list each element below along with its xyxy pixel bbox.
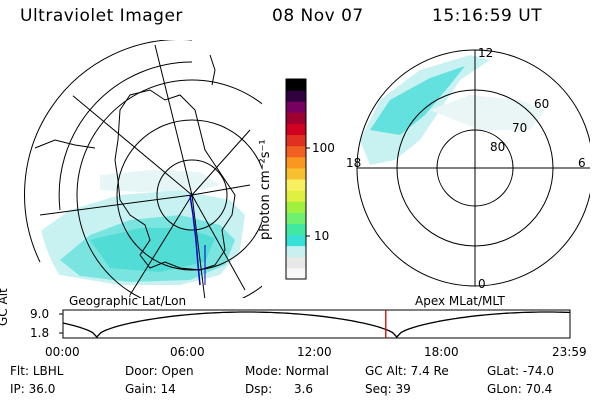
time-label: 15:16:59 UT [432,6,543,26]
altitude-curve [62,311,571,338]
orbit-xtick-0: 00:00 [45,345,80,359]
orbit-plot [59,309,571,339]
colorbar-cell [286,101,306,113]
apex-map-label: Apex MLat/MLT [415,294,505,308]
spacecraft-track [189,194,201,286]
info-filter: Flt: LBHL [10,364,64,378]
apex-aurora-band [360,55,545,165]
colorbar-cell [286,212,306,224]
orbit-ytick-9: 9.0 [30,307,50,321]
colorbar-cell [286,167,306,180]
colorbar-cell [286,179,306,191]
info-glat: GLat: -74.0 [487,364,554,378]
info-gc-alt: GC Alt: 7.4 Re [365,364,449,378]
mlt-label-18: 18 [346,156,362,170]
colorbar-unit-label: photon cm⁻²s⁻¹ [258,139,273,240]
info-dsp: Dsp: 3.6 [245,382,314,396]
orbit-xtick-1: 06:00 [170,345,205,359]
instrument-title: Ultraviolet Imager [20,6,183,26]
colorbar-cell [286,256,306,269]
colorbar-cell [286,90,306,102]
colorbar-tick-100: 100 [312,141,335,155]
colorbar-cell [286,190,306,202]
colorbar-cell [286,145,306,158]
info-ip: IP: 36.0 [10,382,56,396]
date-label: 08 Nov 07 [272,6,364,26]
mlt-label-12: 12 [478,46,494,60]
mlat-label-80: 80 [490,140,506,154]
orbit-ytick-1-8: 1.8 [30,326,50,340]
orbit-xtick-2: 12:00 [297,345,332,359]
mlat-label-60: 60 [534,97,550,111]
apex-map [356,49,590,287]
info-glon: GLon: 70.4 [487,382,553,396]
colorbar-tick-10: 10 [314,229,330,243]
colorbar-cell [286,112,306,124]
geo-aurora-band [37,170,245,285]
colorbar-cell [286,234,306,247]
geo-map-label: Geographic Lat/Lon [69,294,187,308]
geographic-map [24,40,262,298]
colorbar-cell [286,245,306,258]
orbit-xtick-3: 18:00 [424,345,459,359]
mlat-label-70: 70 [512,121,528,135]
info-door: Door: Open [125,364,194,378]
info-mode: Mode: Normal [245,364,329,378]
mlt-label-6: 6 [578,156,586,170]
colorbar [285,78,310,280]
colorbar-cell [286,267,306,280]
colorbar-cell [286,223,306,236]
colorbar-cell [286,156,306,169]
antarctica-outline [114,89,236,271]
geo-meridians [39,44,251,298]
mlt-label-0: 0 [478,277,486,291]
colorbar-cell [286,134,306,147]
orbit-xtick-4: 23:59 [552,345,587,359]
orbit-ylabel: GC Alt [0,288,10,326]
colorbar-cell [286,79,306,91]
info-gain: Gain: 14 [125,382,176,396]
info-seq: Seq: 39 [365,382,411,396]
colorbar-cell [286,123,306,136]
colorbar-cell [286,201,306,213]
geo-lat-circles [76,79,262,298]
